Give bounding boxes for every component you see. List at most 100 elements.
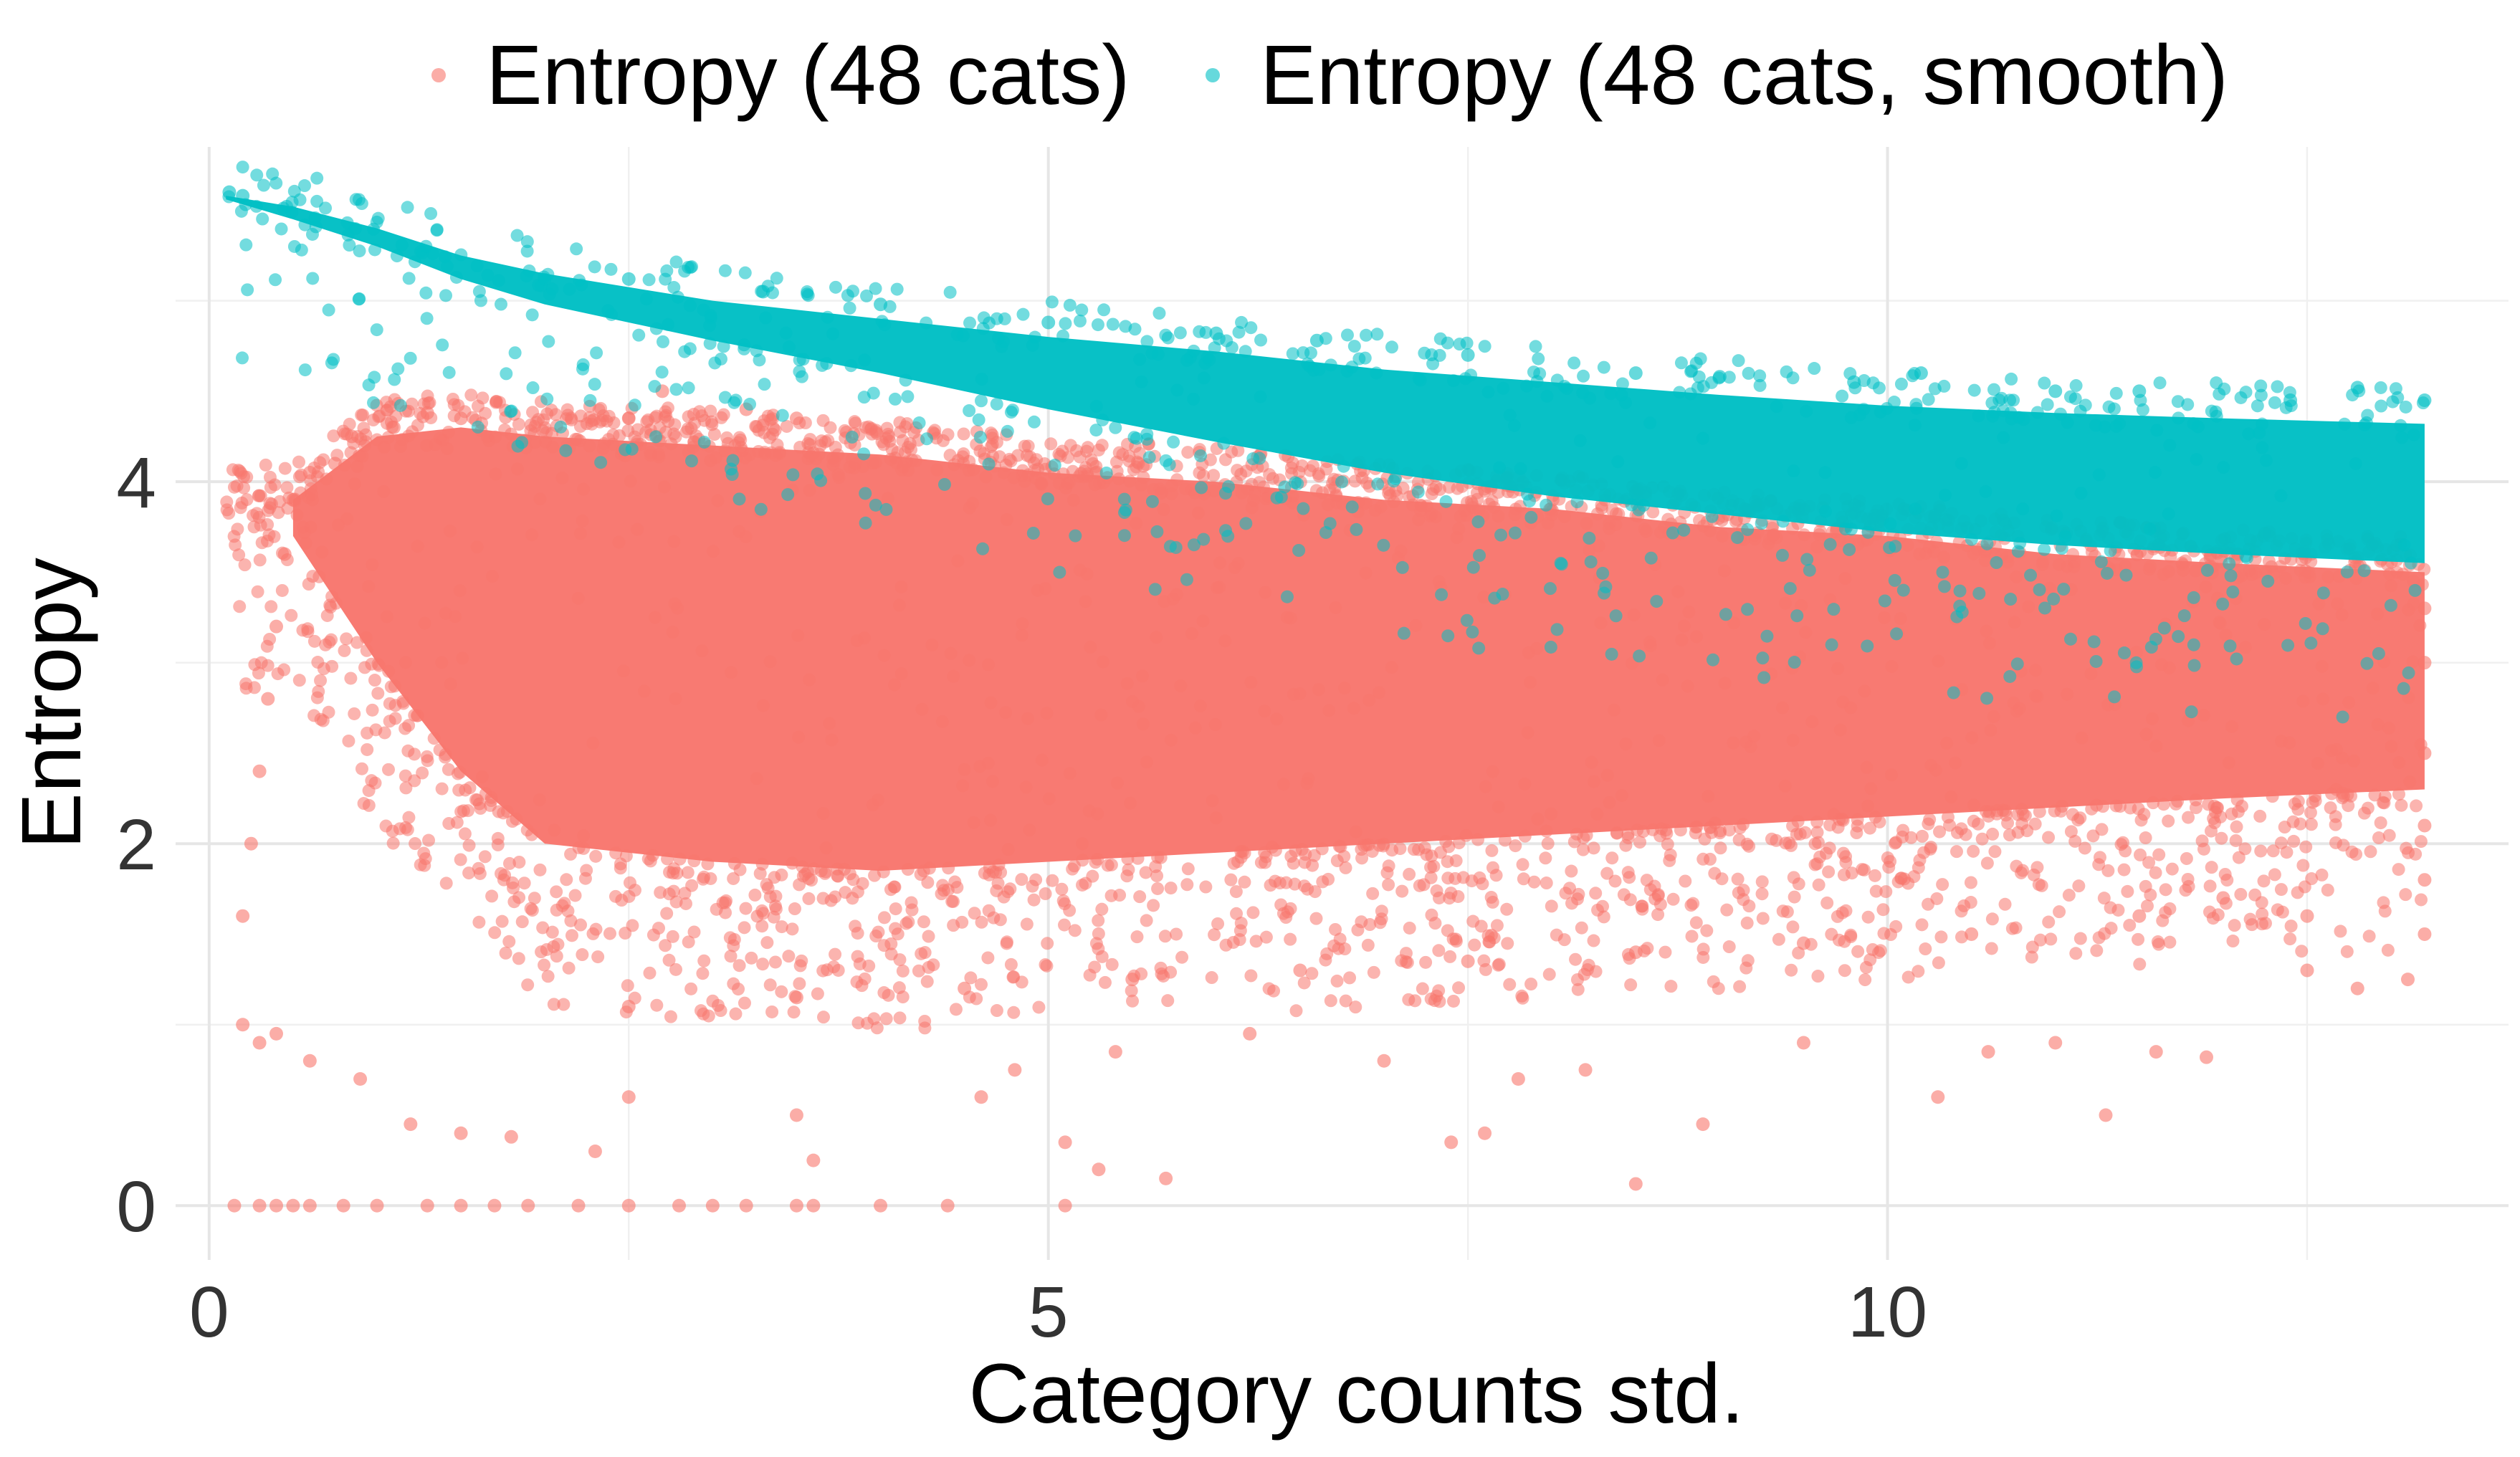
data-point xyxy=(857,391,871,404)
data-point xyxy=(418,859,431,872)
data-point xyxy=(1950,610,1964,624)
data-point xyxy=(454,411,468,426)
data-point xyxy=(557,998,571,1011)
data-point xyxy=(1542,968,1556,981)
data-point xyxy=(1696,942,1710,956)
data-point xyxy=(261,692,275,706)
data-point xyxy=(1718,677,1732,690)
data-point xyxy=(1580,963,1594,977)
data-point xyxy=(706,545,720,558)
data-point xyxy=(974,978,988,991)
data-point xyxy=(250,168,264,182)
data-point xyxy=(1783,582,1797,596)
data-point xyxy=(2044,932,2058,946)
data-point xyxy=(2258,917,2272,930)
data-point xyxy=(2116,836,2129,849)
data-point xyxy=(589,849,603,863)
data-point xyxy=(1881,851,1894,865)
data-point xyxy=(2210,409,2223,423)
data-point xyxy=(2340,565,2354,579)
data-point xyxy=(1309,484,1323,497)
data-point xyxy=(1425,507,1438,521)
data-point xyxy=(683,342,697,355)
data-point xyxy=(1305,967,1319,980)
data-point xyxy=(839,886,852,899)
data-point xyxy=(1619,737,1633,751)
data-point xyxy=(466,411,479,424)
data-point xyxy=(290,508,304,522)
data-point xyxy=(1370,366,1383,380)
data-point xyxy=(2200,563,2214,577)
data-point xyxy=(1041,937,1054,950)
data-point xyxy=(2255,896,2268,909)
data-point xyxy=(1073,563,1087,577)
data-point xyxy=(2235,799,2248,813)
data-point xyxy=(1587,841,1600,855)
data-point xyxy=(490,395,503,409)
data-point xyxy=(623,876,636,889)
data-point xyxy=(2268,396,2281,409)
data-point xyxy=(1532,352,1545,366)
data-point xyxy=(625,442,639,456)
data-point xyxy=(755,904,769,917)
data-point xyxy=(1411,485,1425,499)
data-point xyxy=(2171,794,2185,808)
data-point xyxy=(879,502,893,516)
data-point xyxy=(1705,510,1719,523)
data-point xyxy=(344,672,358,685)
data-point xyxy=(707,428,721,441)
data-point xyxy=(2382,828,2396,842)
data-point xyxy=(725,666,738,679)
data-point xyxy=(1675,634,1689,647)
data-point xyxy=(2276,905,2289,919)
data-point xyxy=(1246,452,1260,466)
data-point xyxy=(1600,866,1614,880)
data-point xyxy=(849,919,862,933)
data-point xyxy=(227,1198,242,1213)
data-point xyxy=(935,715,949,728)
data-point xyxy=(1915,829,1929,843)
data-point xyxy=(719,906,732,919)
data-point xyxy=(984,813,998,827)
data-point xyxy=(2162,814,2175,828)
data-point xyxy=(1775,548,1789,562)
data-point xyxy=(254,656,268,669)
data-point xyxy=(1362,694,1376,707)
data-point xyxy=(894,667,908,681)
data-point xyxy=(1320,947,1334,960)
data-point xyxy=(1444,1135,1459,1150)
data-point xyxy=(480,430,494,444)
data-point xyxy=(1885,659,1899,673)
data-point xyxy=(1180,573,1193,586)
data-point xyxy=(252,1036,267,1050)
data-point xyxy=(1639,525,1653,538)
data-point xyxy=(1147,483,1160,497)
data-point xyxy=(1395,884,1409,898)
data-point xyxy=(1861,639,1874,653)
data-point xyxy=(649,430,662,444)
data-point xyxy=(1091,807,1104,821)
data-point xyxy=(1377,837,1390,851)
data-point xyxy=(682,381,695,395)
data-point xyxy=(1110,464,1124,478)
data-point xyxy=(831,869,844,883)
data-point xyxy=(252,489,266,502)
data-point xyxy=(2400,973,2415,987)
data-point xyxy=(2093,851,2106,864)
data-point xyxy=(891,927,905,941)
data-point xyxy=(1069,529,1082,543)
data-point xyxy=(249,199,263,213)
data-point xyxy=(1097,303,1111,317)
data-point xyxy=(505,815,519,828)
data-point xyxy=(410,709,424,722)
data-point xyxy=(352,193,366,206)
data-point xyxy=(327,353,340,366)
data-point xyxy=(1838,935,1851,948)
data-point xyxy=(656,335,669,348)
data-point xyxy=(1587,775,1600,788)
data-point xyxy=(1692,370,1706,383)
data-point xyxy=(1207,469,1221,482)
data-point xyxy=(857,447,871,461)
data-point xyxy=(1089,937,1103,950)
